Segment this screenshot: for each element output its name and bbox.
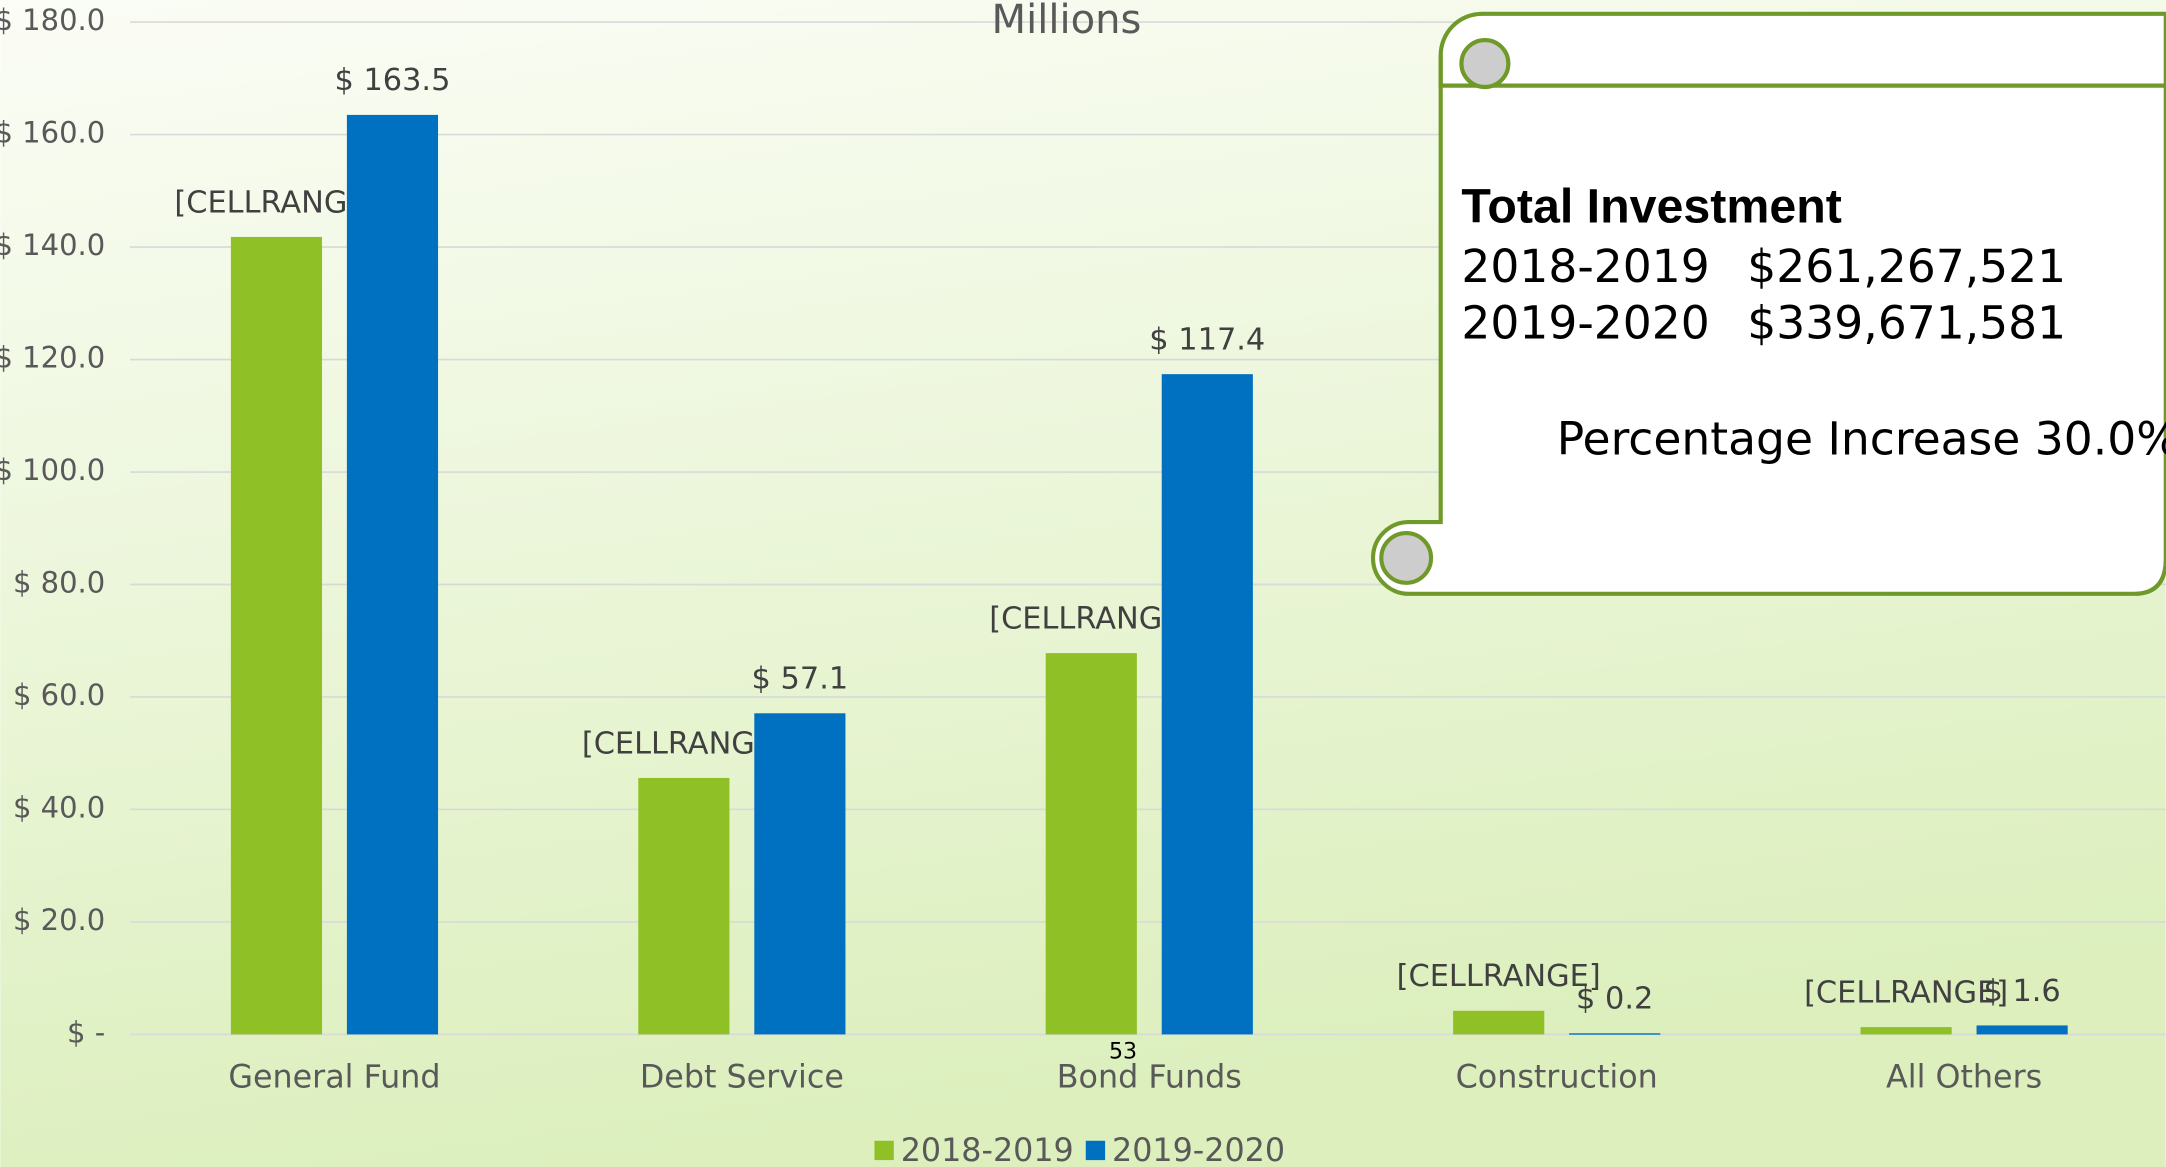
y-tick-label: $ 120.0 [0,341,105,375]
legend-swatch [1085,1140,1106,1161]
x-tick-label: Bond Funds [1057,1060,1242,1096]
legend-swatch [874,1140,894,1161]
y-tick-label: $ 20.0 [13,903,105,937]
scroll-curl [1379,531,1434,585]
y-tick-label: $ 80.0 [13,565,105,599]
data-label: [CELLRANGE] [1804,975,2008,1010]
callout-value: $339,671,581 [1747,296,2066,349]
data-label: [CELLRANGE] [1397,959,1601,994]
y-tick-label: $ 180.0 [0,3,105,37]
bar [1045,653,1137,1035]
y-tick-label: $ - [67,1015,105,1049]
legend-label: 2018-2019 [901,1133,1074,1167]
y-tick-label: $ 60.0 [13,678,105,712]
data-label: $ 0.2 [1576,982,1653,1017]
data-label: [CELLRANGE] [989,601,1193,636]
callout-note: Percentage Increase 30.0% [1557,412,2166,465]
y-tick-label: $ 140.0 [0,228,105,262]
bar [638,777,730,1035]
bar [1860,1027,1952,1035]
callout-shape [1371,11,2166,596]
bar [1161,374,1253,1035]
x-tick-label: Debt Service [640,1060,844,1096]
x-tick-label: All Others [1886,1060,2042,1096]
bar [1976,1025,2068,1035]
x-tick-label: General Fund [228,1060,440,1096]
bar [1453,1010,1545,1035]
x-tick-label: Construction [1456,1060,1658,1096]
page-number: 53 [1109,1038,1137,1064]
data-label: $ 163.5 [334,63,450,98]
bar [754,713,846,1035]
bar [1569,1033,1661,1035]
data-label: $ 117.4 [1149,323,1265,358]
scroll-curl [1459,37,1511,90]
bar [230,236,323,1035]
callout: Total Investment 2018-2019 $261,267,521 … [1371,11,2166,596]
callout-label: 2018-2019 [1461,240,1709,293]
callout-heading: Total Investment [1461,180,1841,234]
y-tick-label: $ 100.0 [0,453,105,487]
plot: $ - $ 20.0 $ 40.0 $ 60.0 $ 80.0 $ 100.0 $ 120.… [0,3,2166,1167]
data-label: [CELLRANGE] [582,726,786,761]
callout-label: 2019-2020 [1461,296,1709,349]
data-label: $ 57.1 [752,662,849,697]
bar [346,114,439,1035]
chart-title: Millions [992,0,1142,43]
legend-label: 2019-2020 [1112,1133,1285,1167]
y-tick-label: $ 40.0 [13,790,105,824]
callout-value: $261,267,521 [1747,240,2066,293]
data-label: $ 1.6 [1983,974,2060,1009]
y-tick-label: $ 160.0 [0,116,105,150]
data-label: [CELLRANGE] [174,185,378,220]
callout-edge [1438,55,2166,88]
